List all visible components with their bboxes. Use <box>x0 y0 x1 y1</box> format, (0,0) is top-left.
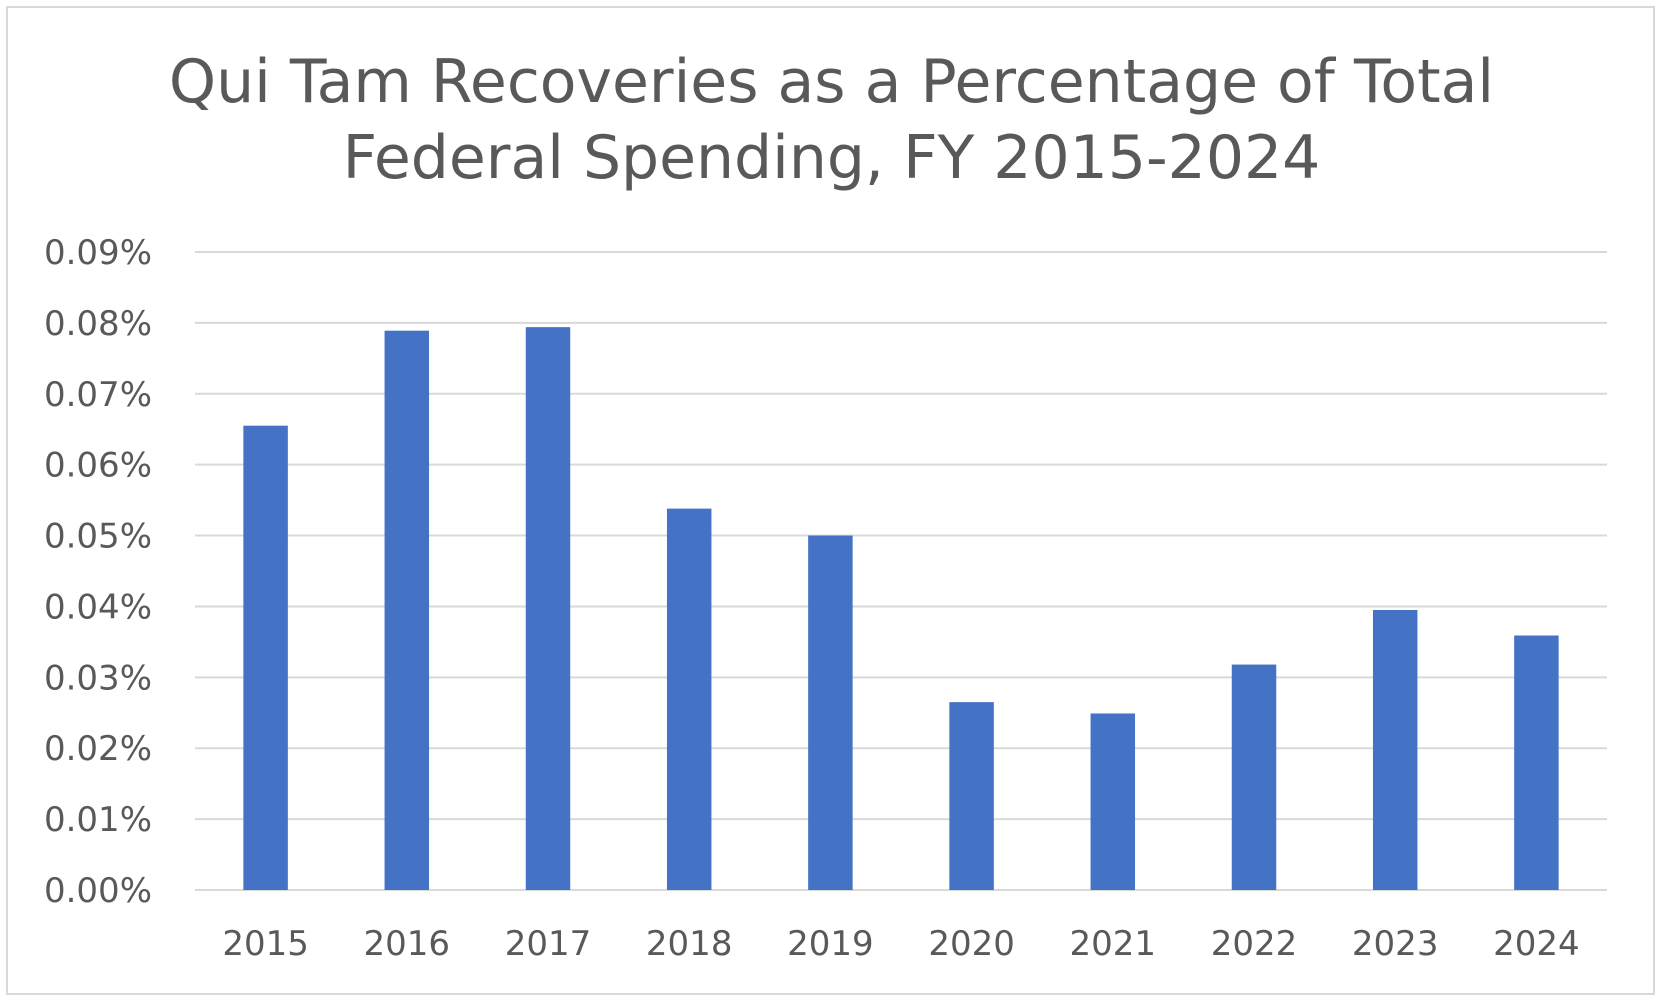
y-tick-label: 0.08% <box>44 304 152 344</box>
x-tick-label: 2015 <box>222 924 309 964</box>
bar-2019 <box>808 535 853 890</box>
bar-2017 <box>525 327 571 890</box>
x-tick-label: 2016 <box>364 924 451 964</box>
x-tick-label: 2020 <box>928 924 1015 964</box>
bar-2024 <box>1514 635 1559 890</box>
y-axis-tick-labels: 0.00% 0.01% 0.02% 0.03% 0.04% 0.05% 0.06% 0.07%… <box>44 233 152 911</box>
bar-2016 <box>384 330 430 891</box>
bars <box>243 327 1559 891</box>
y-tick-label: 0.06% <box>44 446 152 486</box>
x-tick-label: 2017 <box>505 924 592 964</box>
y-tick-label: 0.05% <box>44 517 152 557</box>
bar-2018 <box>666 508 712 890</box>
x-axis-tick-labels: 2015 2016 2017 2018 2019 2020 2021 2022 2023 2024 <box>222 924 1579 964</box>
y-tick-label: 0.09% <box>44 233 152 273</box>
bar-2021 <box>1090 713 1136 890</box>
chart-title-line-1: Qui Tam Recoveries as a Percentage of To… <box>168 47 1495 117</box>
chart-title: Qui Tam Recoveries as a Percentage of To… <box>0 44 1663 196</box>
y-tick-label: 0.04% <box>44 587 152 627</box>
chart-title-line-2: Federal Spending, FY 2015-2024 <box>342 123 1321 193</box>
bar-2015 <box>243 425 288 890</box>
y-tick-label: 0.01% <box>44 800 152 840</box>
x-tick-label: 2018 <box>646 924 733 964</box>
x-tick-label: 2023 <box>1352 924 1439 964</box>
bar-2023 <box>1372 609 1418 890</box>
y-tick-label: 0.02% <box>44 729 152 769</box>
bar-2020 <box>949 702 994 890</box>
x-tick-label: 2021 <box>1070 924 1157 964</box>
x-tick-label: 2022 <box>1211 924 1298 964</box>
bar-2022 <box>1231 664 1277 890</box>
y-tick-label: 0.03% <box>44 658 152 698</box>
y-tick-label: 0.00% <box>44 871 152 911</box>
x-tick-label: 2024 <box>1493 924 1580 964</box>
gridlines <box>195 251 1607 891</box>
x-tick-label: 2019 <box>787 924 874 964</box>
y-tick-label: 0.07% <box>44 375 152 415</box>
